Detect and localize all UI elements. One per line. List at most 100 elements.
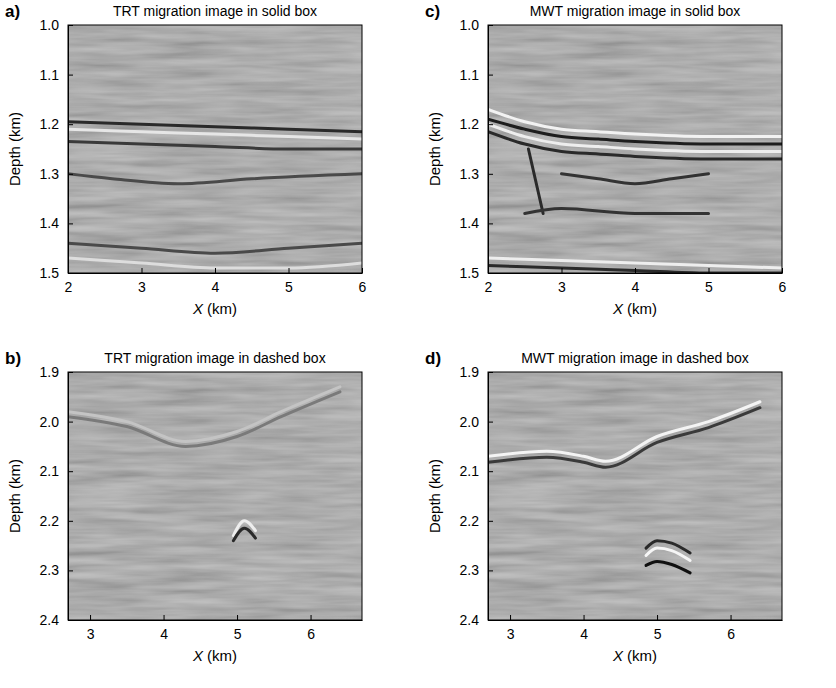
tick-label: 1.0: [40, 17, 60, 33]
reflector: [488, 109, 782, 136]
reflector: [488, 266, 782, 273]
reflector: [525, 209, 709, 214]
tick-label: 1.9: [40, 364, 60, 380]
tick-label: 2.3: [40, 562, 60, 578]
reflector: [562, 174, 709, 184]
tick-mark: [362, 268, 363, 273]
y-axis: 1.92.02.12.22.32.4: [460, 364, 493, 628]
tick: 3: [87, 615, 95, 642]
reflector: [488, 132, 782, 159]
tick-label: 1.4: [460, 215, 480, 231]
tick-label: 4: [160, 626, 168, 642]
tick-label: 3: [138, 279, 146, 295]
panel-title: MWT migration image in dashed box: [521, 350, 749, 366]
tick: 4: [632, 268, 640, 295]
panel-letter: a): [5, 2, 20, 21]
axis-title: X (km): [192, 647, 237, 664]
reflector: [528, 149, 543, 213]
image-area: [488, 25, 782, 273]
tick-mark: [68, 75, 73, 76]
tick: 2.4: [460, 612, 493, 628]
reflector: [646, 561, 690, 572]
tick-label: 1.9: [460, 364, 480, 380]
tick-mark: [635, 268, 636, 273]
axis-title: Depth (km): [426, 459, 443, 533]
tick-mark: [68, 273, 73, 274]
tick-mark: [488, 372, 493, 373]
tick-mark: [289, 268, 290, 273]
tick-mark: [488, 620, 493, 621]
reflector: [488, 119, 782, 144]
tick-mark: [68, 422, 73, 423]
tick-mark: [68, 124, 73, 125]
tick-label: 6: [779, 279, 787, 295]
tick-label: 3: [507, 626, 515, 642]
x-axis: 3 4 5 6: [489, 615, 783, 642]
tick-mark: [488, 570, 493, 571]
tick-label: 1.4: [40, 215, 60, 231]
tick: 1.4: [40, 215, 73, 231]
tick-label: 6: [359, 279, 367, 295]
tick-mark: [68, 471, 73, 472]
tick-label: 6: [307, 626, 315, 642]
reflector: [488, 402, 760, 462]
tick: 1.4: [460, 215, 493, 231]
tick-mark: [68, 620, 73, 621]
tick: 4: [212, 268, 220, 295]
tick: 2.2: [40, 513, 73, 529]
tick-mark: [562, 268, 563, 273]
tick-label: 5: [654, 626, 662, 642]
tick-mark: [311, 615, 312, 620]
background: [488, 25, 782, 273]
tick-label: 3: [558, 279, 566, 295]
tick: 1.3: [460, 166, 493, 182]
axis-title: Depth (km): [6, 459, 23, 533]
image-area: [68, 25, 362, 273]
axis-title: X (km): [612, 300, 657, 317]
frame: [488, 25, 782, 273]
y-axis: 1.01.11.21.31.41.5: [460, 17, 493, 281]
background: [488, 372, 782, 620]
tick: 3: [138, 268, 146, 295]
tick: 6: [359, 268, 367, 295]
reflector: [233, 528, 255, 540]
tick-mark: [488, 471, 493, 472]
figure: 234561.01.11.21.31.41.5X (km)Depth (km)T…: [0, 0, 836, 688]
tick-mark: [782, 268, 783, 273]
tick: 2.0: [40, 414, 73, 430]
reflector: [68, 258, 362, 268]
tick-mark: [510, 615, 511, 620]
tick: 6: [727, 615, 735, 642]
tick-label: 2.4: [460, 612, 480, 628]
image-area: [488, 372, 782, 620]
tick-label: 6: [727, 626, 735, 642]
reflector: [68, 174, 362, 184]
axis-line: [489, 273, 783, 274]
tick-mark: [68, 223, 73, 224]
tick: 2.3: [40, 562, 73, 578]
axis-line: [69, 273, 363, 274]
panel-letter: b): [5, 349, 21, 368]
tick-label: 2.0: [40, 414, 60, 430]
tick-label: 1.2: [40, 116, 60, 132]
x-axis: 3 4 5 6: [69, 615, 363, 642]
tick-label: 4: [632, 279, 640, 295]
reflector: [68, 387, 340, 442]
tick-mark: [657, 615, 658, 620]
tick-label: 4: [580, 626, 588, 642]
texture: [488, 25, 782, 273]
tick-mark: [68, 174, 73, 175]
frame: [488, 372, 782, 620]
tick: 2.2: [460, 513, 493, 529]
tick-mark: [731, 615, 732, 620]
tick-label: 1.5: [40, 265, 60, 281]
tick-label: 4: [212, 279, 220, 295]
tick-label: 5: [234, 626, 242, 642]
reflector: [68, 392, 340, 447]
tick-mark: [488, 223, 493, 224]
tick: 1.9: [460, 364, 493, 380]
reflector: [488, 408, 760, 468]
tick: 4: [160, 615, 168, 642]
reflector: [68, 243, 362, 253]
tick: 1.0: [460, 17, 493, 33]
